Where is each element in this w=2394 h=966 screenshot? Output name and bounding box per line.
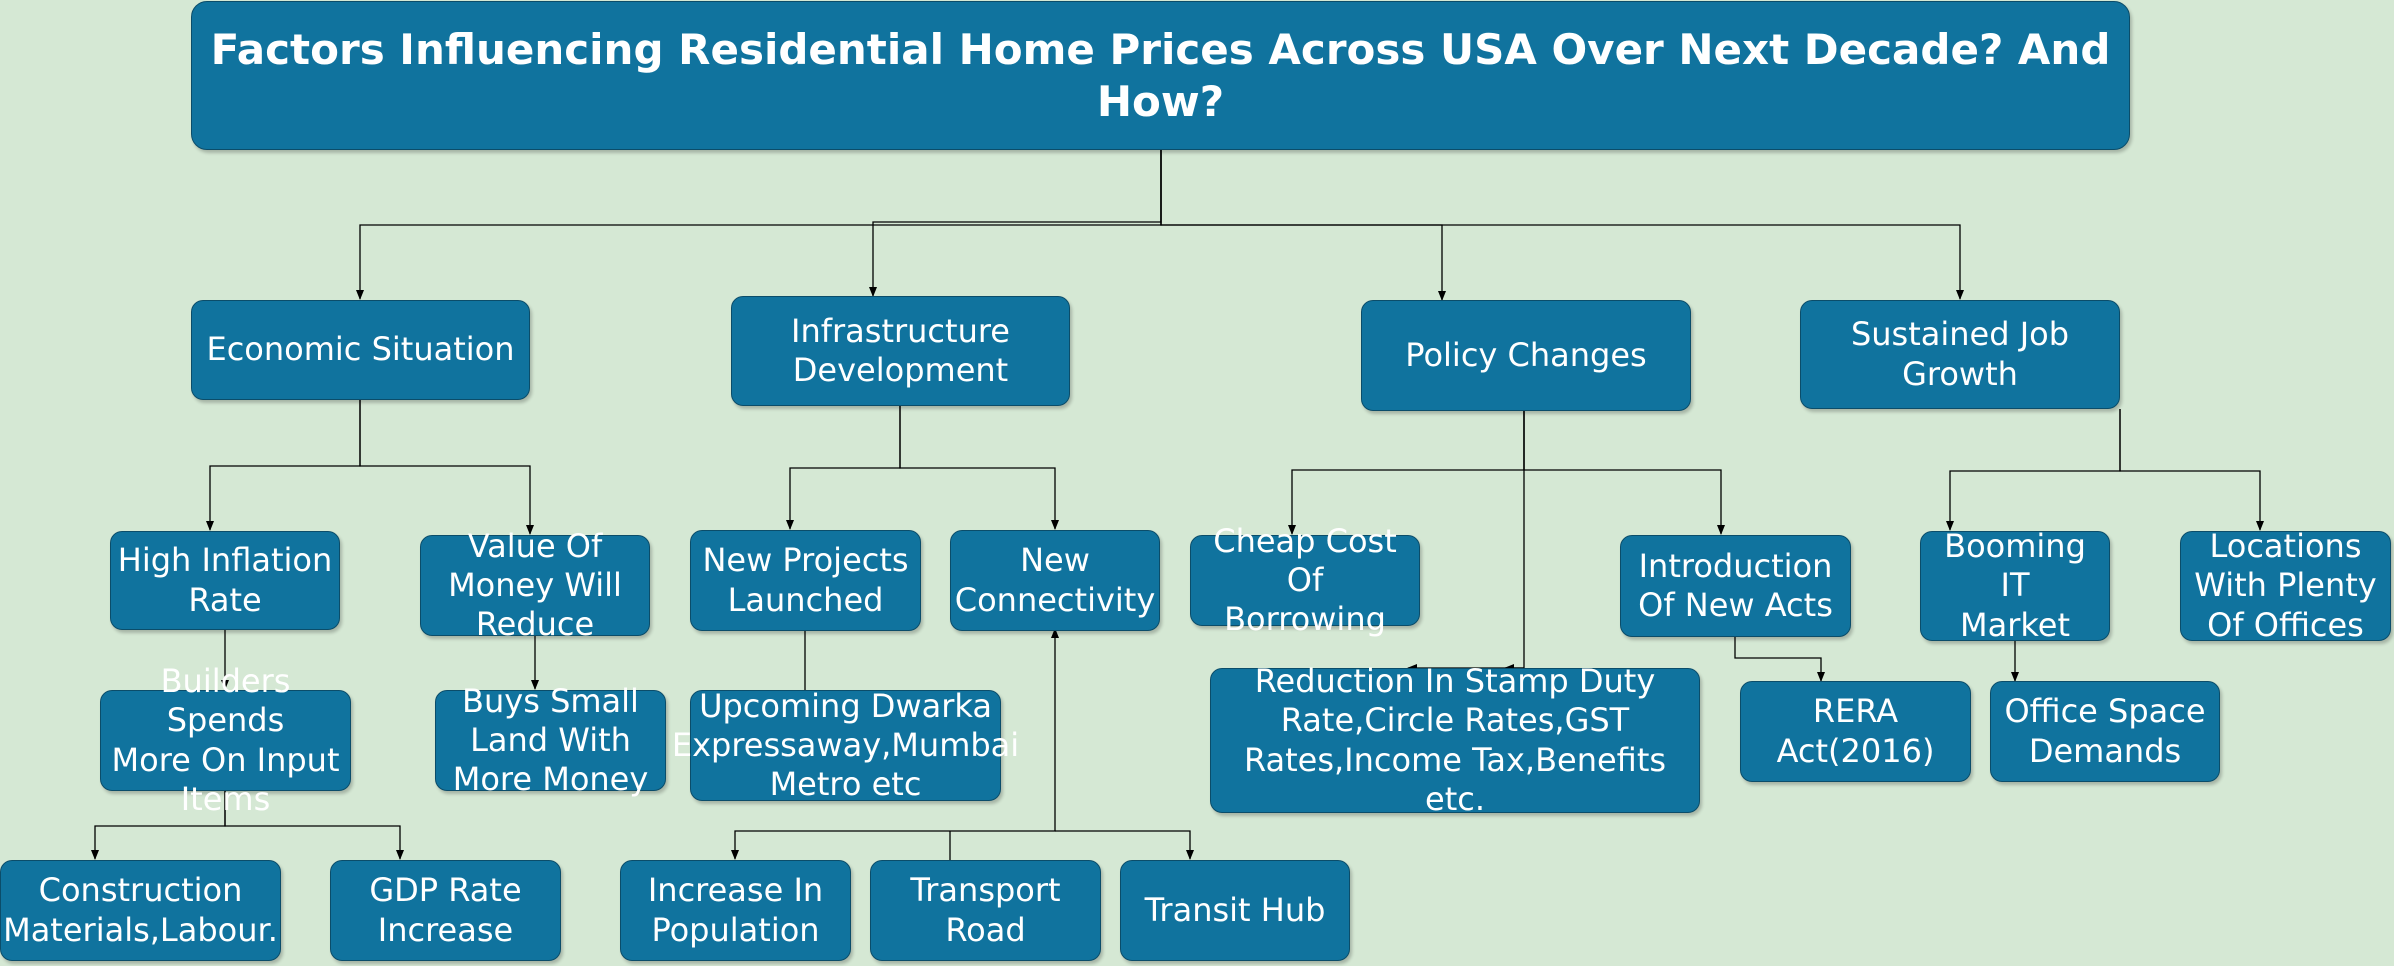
node-new-projects-launched: New Projects Launched bbox=[690, 530, 921, 631]
node-booming-it-market: Booming IT Market bbox=[1920, 527, 2110, 644]
node-policy-changes: Policy Changes bbox=[1361, 300, 1691, 411]
connector-policy-acts bbox=[1523, 411, 1725, 535]
node-rera-act: RERA Act(2016) bbox=[1740, 681, 1971, 782]
node-value-of-money: Value Of Money Will Reduce bbox=[420, 527, 650, 643]
node-transport-road: Transport Road bbox=[870, 860, 1101, 961]
node-high-inflation-rate: High Inflation Rate bbox=[110, 531, 340, 630]
connector-title-economic bbox=[356, 150, 1162, 300]
node-office-space-demands: Office Space Demands bbox=[1990, 681, 2220, 782]
connector-economic-money bbox=[359, 400, 534, 535]
node-sustained-job-growth: Sustained Job Growth bbox=[1800, 300, 2120, 409]
connector-infra-projects bbox=[786, 406, 901, 530]
diagram-title: Factors Influencing Residential Home Pri… bbox=[191, 1, 2130, 150]
connector-title-infrastructure bbox=[869, 150, 1162, 297]
connector-policy-borrowing bbox=[1288, 411, 1525, 535]
connector-jobs-offices bbox=[2119, 409, 2264, 531]
connector-infra-connectivity bbox=[899, 406, 1059, 530]
connector-title-jobs bbox=[1160, 150, 1964, 300]
connector-connectivity-transit bbox=[1055, 830, 1194, 860]
node-introduction-of-new-acts: Introduction Of New Acts bbox=[1620, 535, 1851, 637]
node-economic-situation: Economic Situation bbox=[191, 300, 530, 400]
connector-builders-gdp bbox=[224, 791, 404, 860]
connector-policy-stampduty bbox=[1407, 411, 1525, 672]
node-construction-materials: Construction Materials,Labour. bbox=[0, 860, 281, 961]
node-new-connectivity: New Connectivity bbox=[950, 530, 1160, 631]
node-builders-spends-more: Builders Spends More On Input Items bbox=[100, 662, 351, 818]
connector-acts-rera bbox=[1734, 637, 1825, 682]
node-transit-hub: Transit Hub bbox=[1120, 860, 1350, 961]
node-reduction-in-stamp-duty: Reduction In Stamp Duty Rate,Circle Rate… bbox=[1210, 662, 1700, 818]
node-gdp-rate-increase: GDP Rate Increase bbox=[330, 860, 561, 961]
connector-economic-inflation bbox=[206, 400, 361, 531]
connector-jobs-it bbox=[1946, 409, 2121, 531]
node-infrastructure-development: Infrastructure Development bbox=[731, 296, 1070, 406]
node-locations-with-offices: Locations With Plenty Of Offices bbox=[2180, 527, 2391, 644]
connector-connectivity-branch bbox=[731, 631, 1056, 860]
node-upcoming-dwarka-expressway: Upcoming Dwarka Expressaway,Mumbai Metro… bbox=[671, 686, 1020, 804]
node-cheap-cost-of-borrowing: Cheap Cost Of Borrowing bbox=[1190, 522, 1420, 638]
node-buys-small-land: Buys Small Land With More Money bbox=[435, 682, 666, 798]
node-increase-in-population: Increase In Population bbox=[620, 860, 851, 961]
